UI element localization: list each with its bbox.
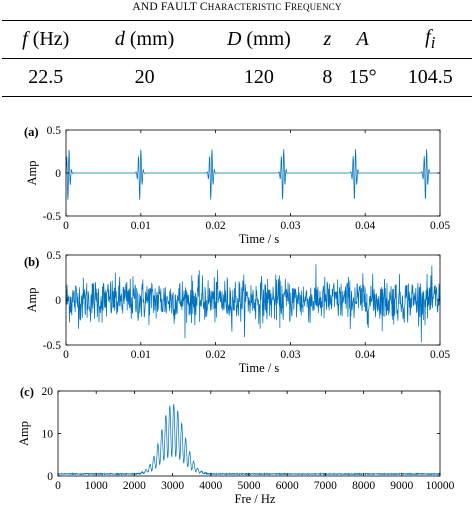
cell-A: 15° <box>336 58 389 97</box>
y-tick-label: 0.5 <box>47 125 62 137</box>
signal-line-2 <box>65 264 441 343</box>
y-tick-label: -0.5 <box>43 340 61 352</box>
cell-f: 22.5 <box>2 58 90 97</box>
x-tick-label: 0.04 <box>355 349 375 361</box>
parameter-table: f (Hz) d (mm) D (mm) z A fi 22.5 20 120 … <box>2 20 472 97</box>
cell-d: 20 <box>89 58 200 97</box>
x-tick-label: 0.02 <box>206 220 226 232</box>
y-tick-label: 10 <box>42 429 54 441</box>
y-tick-label: 20 <box>42 386 54 398</box>
x-tick-label: 7000 <box>314 480 337 492</box>
x-tick-label: 10000 <box>426 480 455 492</box>
x-tick-label: 0.01 <box>131 220 151 232</box>
panel-label: (a) <box>24 125 39 139</box>
cell-z: 8 <box>318 58 337 97</box>
header-d: d (mm) <box>89 20 200 59</box>
x-tick-label: 0 <box>55 480 61 492</box>
x-tick-label: 1000 <box>85 480 108 492</box>
signal-line-3 <box>57 404 441 476</box>
x-tick-label: 0.05 <box>430 349 450 361</box>
x-tick-label: 2000 <box>123 480 146 492</box>
x-tick-label: 0.01 <box>131 349 151 361</box>
y-tick-label: 0 <box>47 471 53 483</box>
panel-label: (c) <box>20 385 34 399</box>
y-tick-label: 0 <box>55 168 61 180</box>
table-row: 22.5 20 120 8 15° 104.5 <box>2 58 472 97</box>
x-axis-label: Time / s <box>239 232 280 246</box>
x-tick-label: 8000 <box>352 480 375 492</box>
x-axis-label: Time / s <box>239 361 280 375</box>
axes-frame-3 <box>57 390 441 477</box>
signal-line-1 <box>65 149 440 200</box>
x-tick-label: 0.04 <box>355 220 375 232</box>
x-tick-label: 0 <box>63 220 69 232</box>
cell-fi: 104.5 <box>388 58 472 97</box>
x-tick-label: 6000 <box>276 480 299 492</box>
x-axis-label: Fre / Hz <box>235 492 276 506</box>
header-A: A <box>336 20 389 59</box>
header-D: D (mm) <box>199 20 319 59</box>
x-tick-label: 0.05 <box>430 220 450 232</box>
x-tick-label: 9000 <box>390 480 413 492</box>
y-tick-label: 0.5 <box>47 250 62 262</box>
panel-label: (b) <box>24 255 39 269</box>
y-tick-label: 0 <box>55 295 61 307</box>
cell-D: 120 <box>199 58 319 97</box>
y-axis-label: Amp <box>17 421 31 446</box>
header-f: f (Hz) <box>2 20 90 59</box>
y-axis-label: Amp <box>25 161 39 186</box>
table-caption: AND FAULT CHARACTERISTIC FREQUENCY <box>132 1 342 13</box>
table-header-row: f (Hz) d (mm) D (mm) z A fi <box>2 20 472 59</box>
header-z: z <box>318 20 337 59</box>
y-axis-label: Amp <box>25 288 39 313</box>
x-tick-label: 0 <box>63 349 69 361</box>
x-tick-label: 4000 <box>199 480 222 492</box>
x-tick-label: 3000 <box>161 480 184 492</box>
header-fi: fi <box>388 20 472 59</box>
y-tick-label: -0.5 <box>43 211 61 223</box>
x-tick-label: 0.02 <box>206 349 226 361</box>
x-tick-label: 5000 <box>238 480 261 492</box>
x-tick-label: 0.03 <box>280 220 300 232</box>
x-tick-label: 0.03 <box>280 349 300 361</box>
